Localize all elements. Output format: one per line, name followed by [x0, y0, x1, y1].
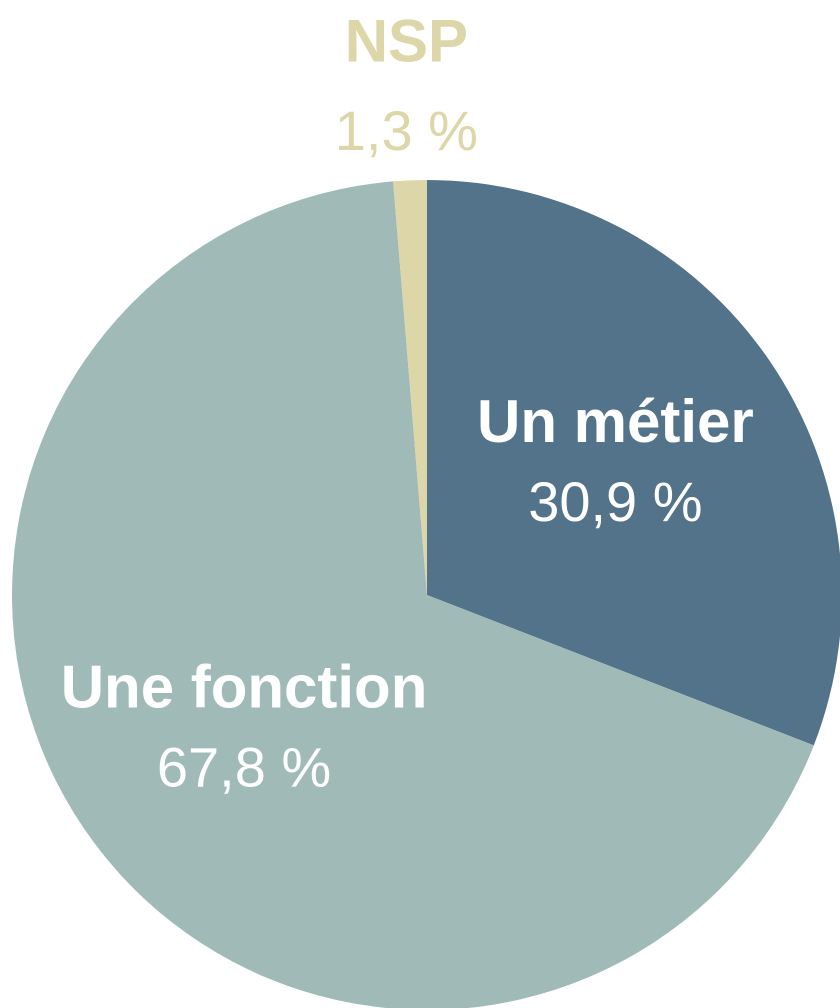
- value-label: 30,9 %: [528, 470, 702, 533]
- pie-slice: [12, 181, 814, 1008]
- pie-slice: [393, 180, 427, 595]
- value-label: 1,3 %: [335, 99, 478, 162]
- value-label: 67,8 %: [157, 735, 331, 798]
- slice-label: Un métier: [477, 388, 754, 455]
- slice-label: NSP: [345, 7, 468, 74]
- pie-slice: [427, 180, 840, 746]
- slice-label: Une fonction: [61, 653, 428, 720]
